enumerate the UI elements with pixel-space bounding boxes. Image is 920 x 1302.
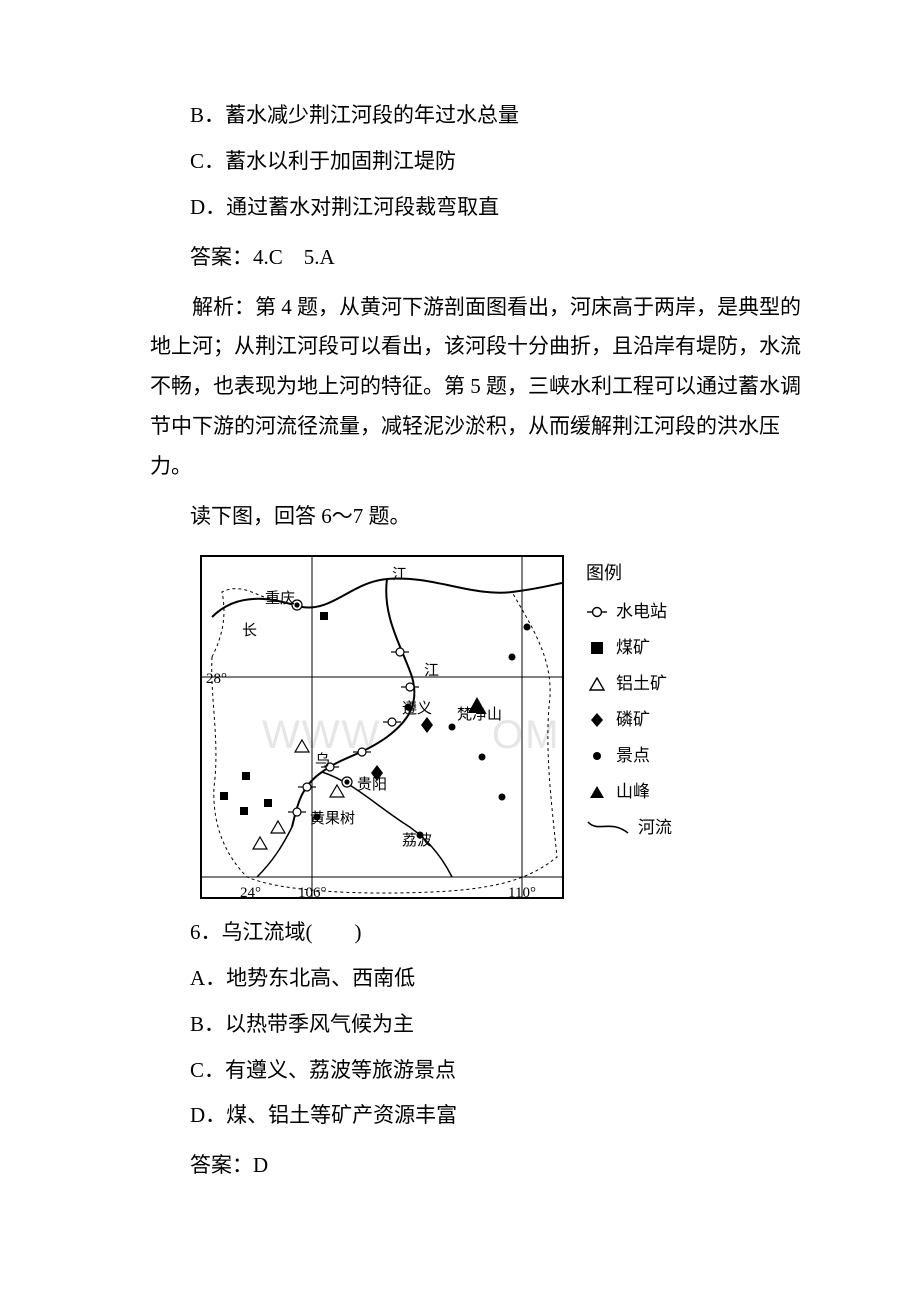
q6-stem: 6．乌江流域( ) [190, 913, 810, 953]
lon-110: 110° [508, 879, 536, 899]
lat-24: 24° [240, 879, 261, 899]
legend-hydropower: 水电站 [586, 595, 672, 629]
hydropower-icon [586, 605, 608, 619]
map-legend: 图例 水电站 煤矿 铝土矿 [586, 555, 672, 847]
document-page: B．蓄水减少荆江河段的年过水总量 C．蓄水以利于加固荆江堤防 D．通过蓄水对荆江… [0, 0, 920, 1276]
river-icon [586, 819, 630, 837]
explanation-4-5: 解析：第 4 题，从黄河下游剖面图看出，河床高于两岸，是典型的地上河；从荆江河段… [150, 288, 810, 487]
legend-peak: 山峰 [586, 775, 672, 809]
label-chongqing: 重庆 [265, 585, 295, 614]
scenic-icon [586, 750, 608, 762]
label-wu: 乌 [315, 747, 330, 776]
lat-28: 28° [206, 665, 227, 694]
answers-4-5: 答案：4.C 5.A [190, 238, 810, 278]
map-box: WWW OM [200, 555, 564, 899]
q6-option-d: D．煤、铝土等矿产资源丰富 [190, 1096, 810, 1136]
q6-option-b: B．以热带季风气候为主 [190, 1005, 810, 1045]
lon-106: 106° [298, 879, 327, 899]
legend-title: 图例 [586, 555, 672, 591]
legend-river: 河流 [586, 811, 672, 845]
coal-icon [586, 641, 608, 655]
q6-option-c: C．有遵义、荔波等旅游景点 [190, 1051, 810, 1091]
label-fanjingshan: 梵净山 [457, 701, 502, 730]
option-d: D．通过蓄水对荆江河段裁弯取直 [190, 188, 810, 228]
legend-phosphate: 磷矿 [586, 703, 672, 737]
label-jiang-mid: 江 [424, 657, 439, 686]
option-b: B．蓄水减少荆江河段的年过水总量 [190, 96, 810, 136]
phosphate-icon [586, 712, 608, 728]
peak-icon [586, 785, 608, 799]
legend-label: 河流 [638, 811, 672, 845]
q6-option-a: A．地势东北高、西南低 [190, 959, 810, 999]
label-libo: 荔波 [402, 827, 432, 856]
label-huangguoshu: 黄果树 [310, 805, 355, 834]
legend-label: 山峰 [616, 775, 650, 809]
legend-label: 煤矿 [616, 631, 650, 665]
legend-coal: 煤矿 [586, 631, 672, 665]
map-svg [202, 557, 562, 897]
read-prompt: 读下图，回答 6～7 题。 [190, 497, 810, 537]
legend-label: 铝土矿 [616, 667, 667, 701]
answer-6: 答案：D [190, 1146, 810, 1186]
label-guiyang: 贵阳 [357, 771, 387, 800]
legend-bauxite: 铝土矿 [586, 667, 672, 701]
bauxite-icon [586, 677, 608, 691]
legend-label: 磷矿 [616, 703, 650, 737]
option-c: C．蓄水以利于加固荆江堤防 [190, 142, 810, 182]
legend-scenic: 景点 [586, 739, 672, 773]
label-chang: 长 [242, 617, 257, 646]
figure-wrap: WWW OM [200, 555, 810, 899]
label-jiang-top: 江 [392, 561, 407, 590]
legend-label: 景点 [616, 739, 650, 773]
label-zunyi: 遵义 [402, 695, 432, 724]
legend-label: 水电站 [616, 595, 667, 629]
